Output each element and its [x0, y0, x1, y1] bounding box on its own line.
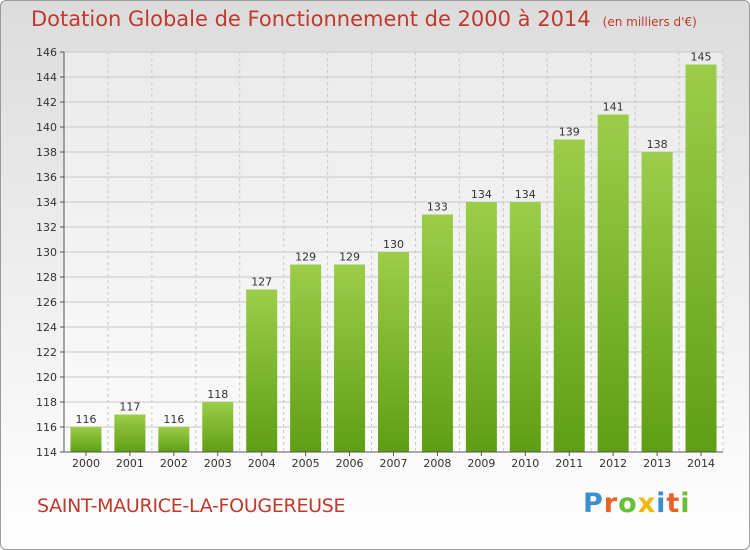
bar: [246, 289, 278, 452]
data-label: 116: [163, 413, 184, 426]
bar: [421, 214, 453, 452]
y-tick-label: 122: [36, 346, 57, 359]
data-label: 139: [559, 126, 580, 139]
data-label: 127: [251, 276, 272, 289]
bar: [70, 427, 102, 452]
x-tick-label: 2003: [204, 457, 232, 470]
data-label: 145: [691, 51, 712, 64]
data-label: 134: [515, 188, 536, 201]
chart-title-text: Dotation Globale de Fonctionnement de 20…: [31, 7, 591, 31]
data-label: 134: [471, 188, 492, 201]
logo-letter: x: [637, 488, 657, 519]
commune-name: SAINT-MAURICE-LA-FOUGEREUSE: [37, 495, 346, 517]
bar: [465, 202, 497, 452]
proxiti-logo: Proxiti: [583, 488, 691, 519]
bar: [641, 152, 673, 452]
data-label: 118: [207, 388, 228, 401]
axes: 114 116 118 120 122 124 126 128 130 132 134 136 138 1…: [36, 46, 723, 470]
x-tick-label: 2010: [511, 457, 539, 470]
logo-letter: t: [666, 488, 681, 519]
data-label: 117: [119, 401, 140, 414]
y-tick-label: 118: [36, 396, 57, 409]
y-tick-label: 136: [36, 171, 57, 184]
x-tick-label: 2011: [555, 457, 583, 470]
bar: [202, 402, 234, 452]
x-tick-label: 2004: [248, 457, 276, 470]
bar: [114, 414, 146, 452]
y-tick-label: 130: [36, 246, 57, 259]
data-label: 141: [603, 101, 624, 114]
y-tick-label: 140: [36, 121, 57, 134]
chart-subtitle: (en milliers d'€): [602, 15, 697, 29]
x-tick-label: 2001: [116, 457, 144, 470]
bar: [378, 252, 409, 452]
bar: [158, 427, 190, 452]
bar: [290, 264, 322, 452]
y-tick-label: 134: [36, 196, 57, 209]
logo-letter: i: [680, 488, 691, 519]
x-tick-label: 2008: [423, 457, 451, 470]
data-label: 133: [427, 201, 448, 214]
logo-letter: i: [656, 488, 667, 519]
y-tick-label: 124: [36, 321, 57, 334]
y-tick-label: 142: [36, 96, 57, 109]
x-tick-label: 2007: [380, 457, 408, 470]
x-tick-label: 2006: [336, 457, 364, 470]
chart-title: Dotation Globale de Fonctionnement de 20…: [31, 7, 697, 31]
x-tick-label: 2013: [643, 457, 671, 470]
x-tick-label: 2009: [467, 457, 495, 470]
x-tick-label: 2014: [687, 457, 715, 470]
y-tick-label: 114: [36, 446, 57, 459]
logo-letter: P: [583, 488, 604, 519]
data-label: 138: [647, 138, 668, 151]
logo-letter: r: [603, 488, 619, 519]
x-tick-label: 2002: [160, 457, 188, 470]
y-tick-label: 126: [36, 296, 57, 309]
bar: [553, 139, 585, 452]
y-tick-label: 116: [36, 421, 57, 434]
y-tick-label: 132: [36, 221, 57, 234]
bar: [509, 202, 541, 452]
y-tick-label: 144: [36, 71, 57, 84]
y-tick-label: 138: [36, 146, 57, 159]
x-tick-label: 2005: [292, 457, 320, 470]
y-tick-label: 146: [36, 46, 57, 59]
x-tick-label: 2012: [599, 457, 627, 470]
bar: [334, 264, 366, 452]
bars: 116 117 116 118 127 129 129 130 133 134 134 139 141 1…: [70, 51, 717, 452]
data-label: 129: [339, 251, 360, 264]
x-tick-label: 2000: [72, 457, 100, 470]
data-label: 116: [75, 413, 96, 426]
data-label: 129: [295, 251, 316, 264]
y-tick-label: 120: [36, 371, 57, 384]
data-label: 130: [383, 238, 404, 251]
bar: [685, 64, 717, 452]
logo-letter: o: [618, 488, 638, 519]
y-tick-label: 128: [36, 271, 57, 284]
bar: [597, 114, 629, 452]
